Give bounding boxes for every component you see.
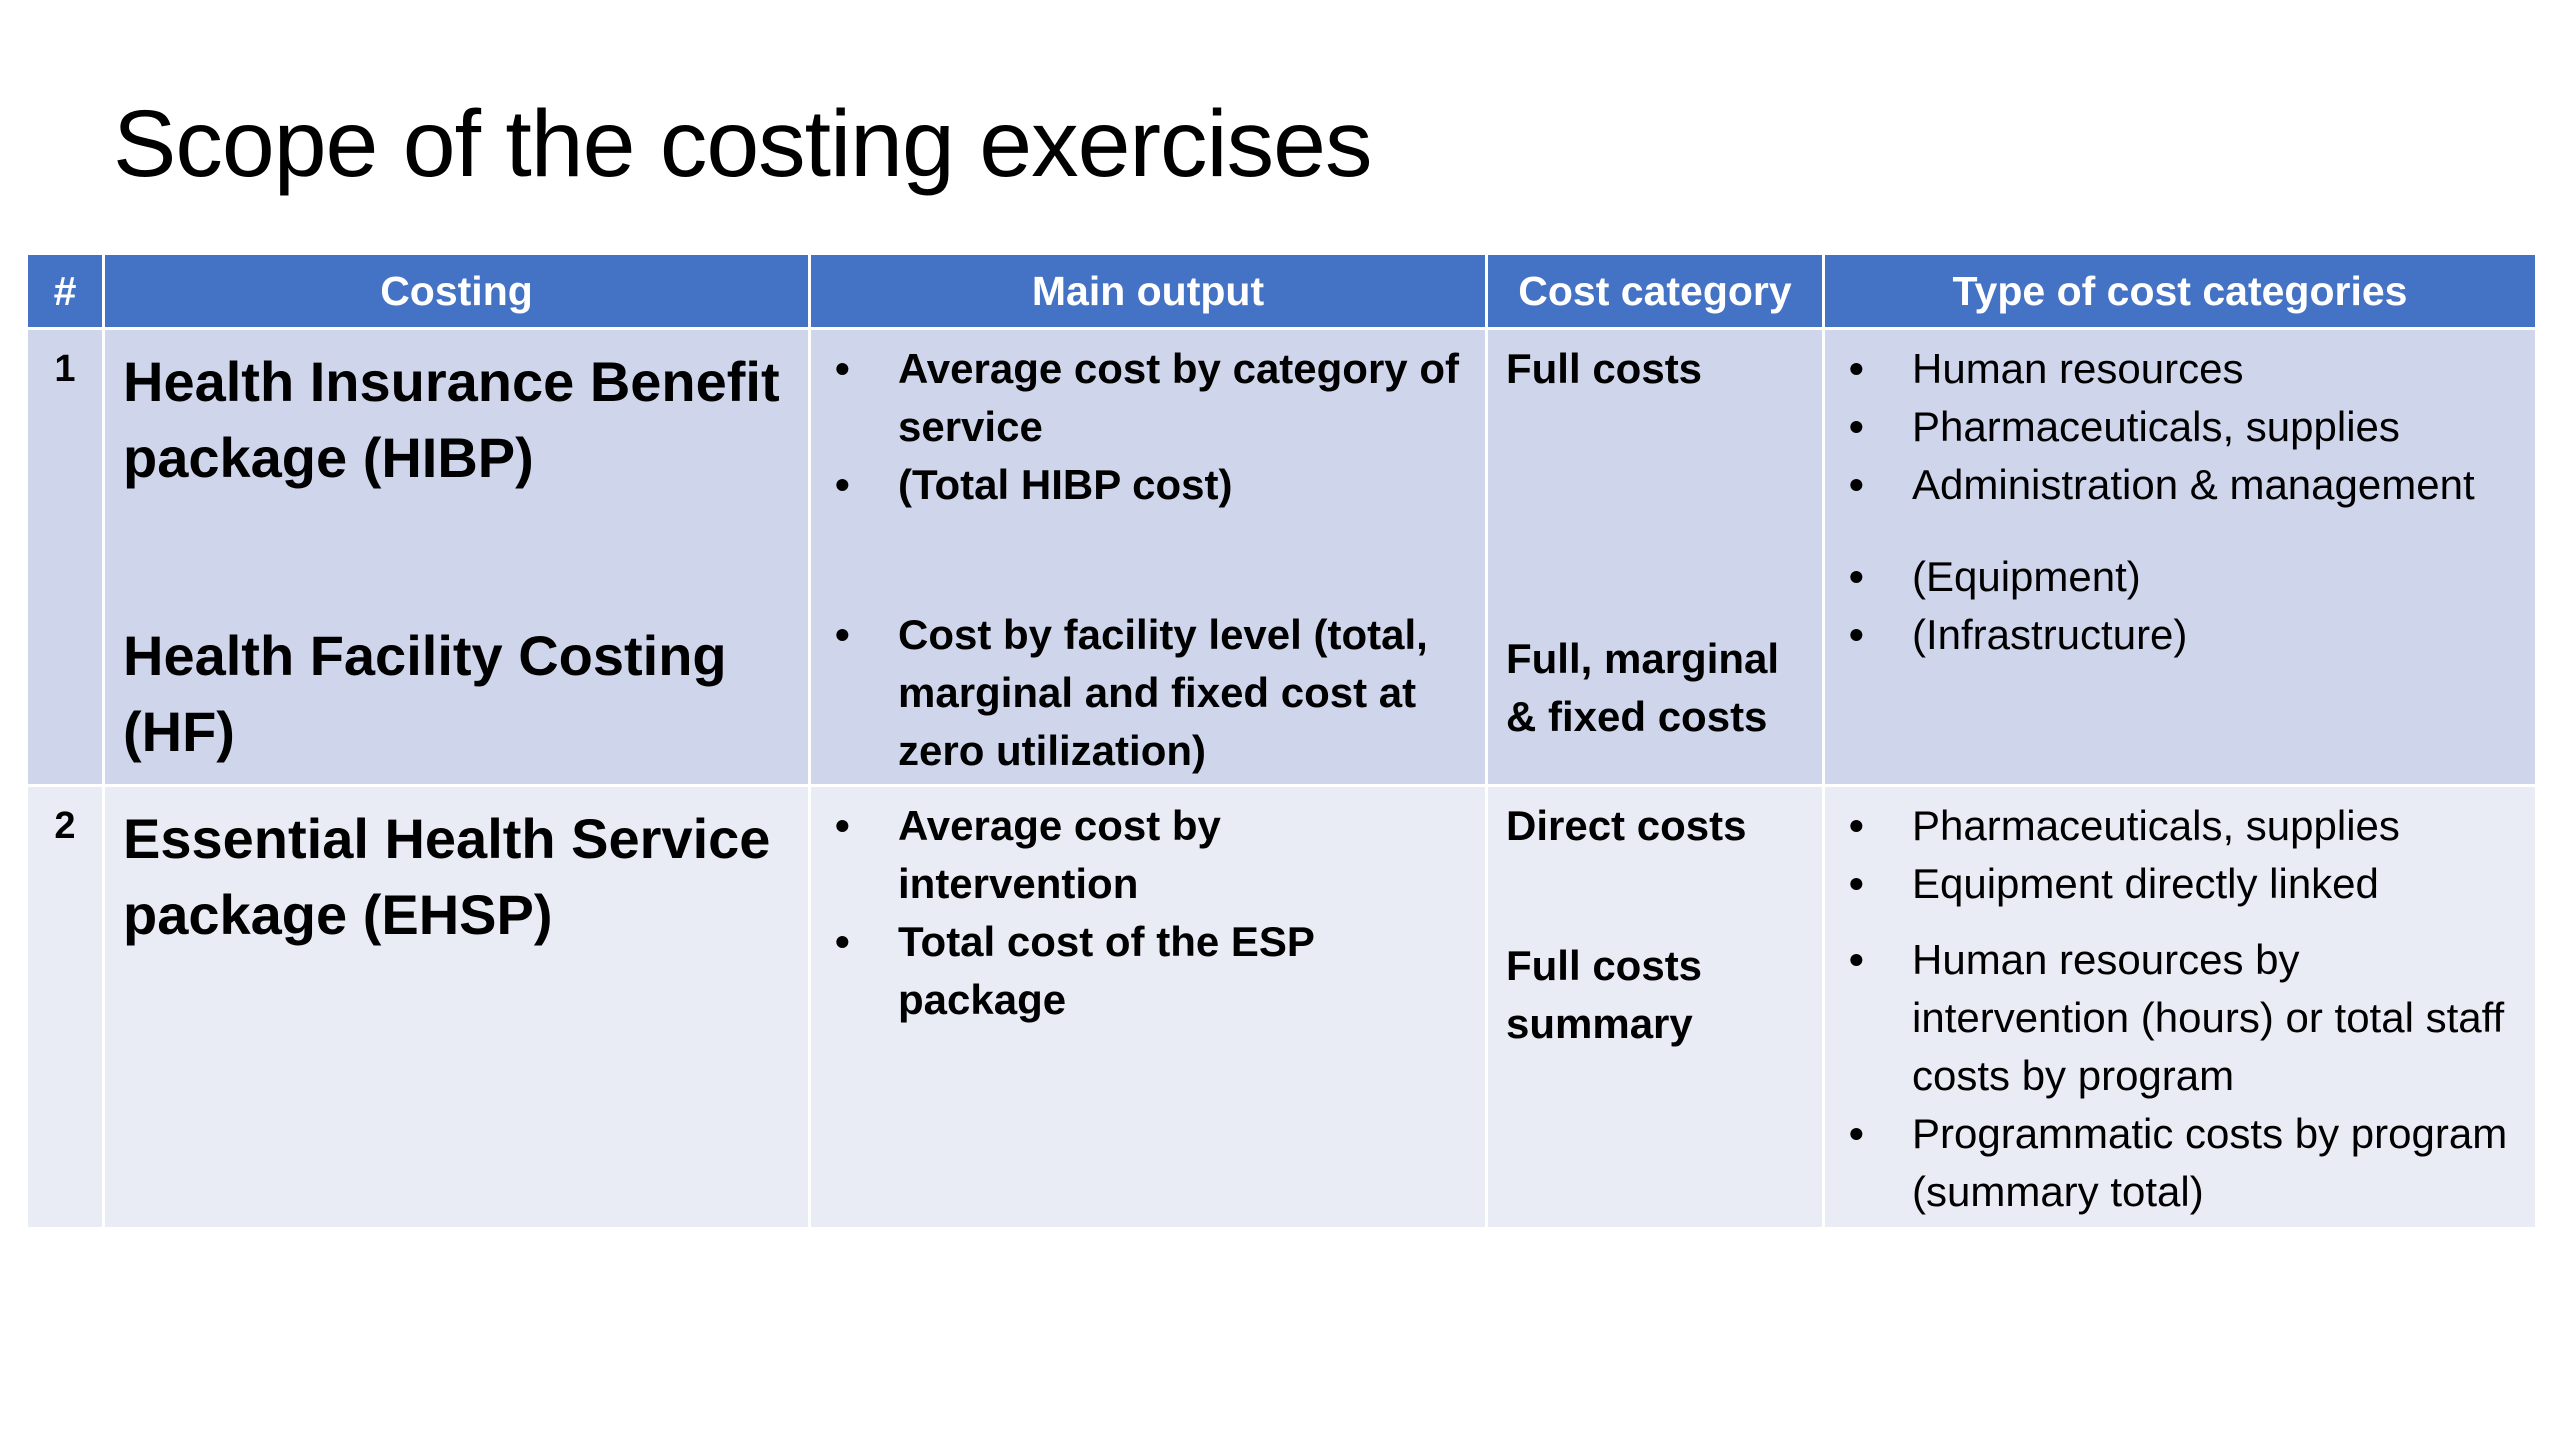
table-row: 1 Health Insurance Benefit package (HIBP… xyxy=(25,327,2538,787)
cost-types-cell: Human resources Pharmaceuticals, supplie… xyxy=(1822,327,2538,787)
cost-category-cell: Direct costs Full costs summary xyxy=(1485,784,1825,1230)
slide-title: Scope of the costing exercises xyxy=(113,91,1372,197)
list-item: Average cost by intervention xyxy=(823,797,1469,913)
list-item: Pharmaceuticals, supplies xyxy=(1837,398,2523,456)
cost-category-label: Full, marginal & fixed costs xyxy=(1506,635,1780,740)
list-item: Human resources by intervention (hours) … xyxy=(1837,931,2523,1105)
cost-category-label: Full costs summary xyxy=(1506,942,1703,1047)
list-item: (Equipment) xyxy=(1837,548,2523,606)
costing-scope-table: # Costing Main output Cost category Type… xyxy=(25,252,2538,1230)
cost-category-cell: Full costs Full, marginal & fixed costs xyxy=(1485,327,1825,787)
header-cost-category: Cost category xyxy=(1485,252,1825,330)
costing-name-ehsp: Essential Health Service package (EHSP) xyxy=(123,807,771,946)
costing-cell: Essential Health Service package (EHSP) xyxy=(102,784,811,1230)
costing-cell: Health Insurance Benefit package (HIBP) … xyxy=(102,327,811,787)
header-type-of-cost-categories: Type of cost categories xyxy=(1822,252,2538,330)
header-number: # xyxy=(25,252,105,330)
list-item: (Infrastructure) xyxy=(1837,606,2523,664)
main-output-cell: Average cost by category of service (Tot… xyxy=(808,327,1488,787)
table-row: 2 Essential Health Service package (EHSP… xyxy=(25,784,2538,1230)
header-costing: Costing xyxy=(102,252,811,330)
list-item: Pharmaceuticals, supplies xyxy=(1837,797,2523,855)
cost-category-label: Direct costs xyxy=(1506,802,1747,849)
costing-name-hf: Health Facility Costing (HF) xyxy=(123,624,727,763)
main-output-list-ehsp: Average cost by intervention Total cost … xyxy=(823,797,1469,1029)
list-item: Human resources xyxy=(1837,340,2523,398)
cost-category-label: Full costs xyxy=(1506,345,1703,392)
table-header-row: # Costing Main output Cost category Type… xyxy=(25,252,2538,330)
main-output-cell: Average cost by intervention Total cost … xyxy=(808,784,1488,1230)
cost-types-list: Human resources by intervention (hours) … xyxy=(1837,931,2523,1221)
cost-types-cell: Pharmaceuticals, supplies Equipment dire… xyxy=(1822,784,2538,1230)
row-number: 1 xyxy=(25,327,105,787)
costing-name-hibp: Health Insurance Benefit package (HIBP) xyxy=(123,350,780,489)
header-main-output: Main output xyxy=(808,252,1488,330)
cost-types-list: Human resources Pharmaceuticals, supplie… xyxy=(1837,340,2523,514)
list-item: Average cost by category of service xyxy=(823,340,1469,456)
list-item: Total cost of the ESP package xyxy=(823,913,1469,1029)
main-output-list-hibp: Average cost by category of service (Tot… xyxy=(823,340,1469,514)
main-output-list-hf: Cost by facility level (total, marginal … xyxy=(823,606,1469,780)
list-item: Cost by facility level (total, marginal … xyxy=(823,606,1469,780)
list-item: Administration & management xyxy=(1837,456,2523,514)
cost-types-list: (Equipment) (Infrastructure) xyxy=(1837,548,2523,664)
list-item: (Total HIBP cost) xyxy=(823,456,1469,514)
cost-types-list: Pharmaceuticals, supplies Equipment dire… xyxy=(1837,797,2523,913)
row-number: 2 xyxy=(25,784,105,1230)
list-item: Programmatic costs by program (summary t… xyxy=(1837,1105,2523,1221)
list-item: Equipment directly linked xyxy=(1837,855,2523,913)
